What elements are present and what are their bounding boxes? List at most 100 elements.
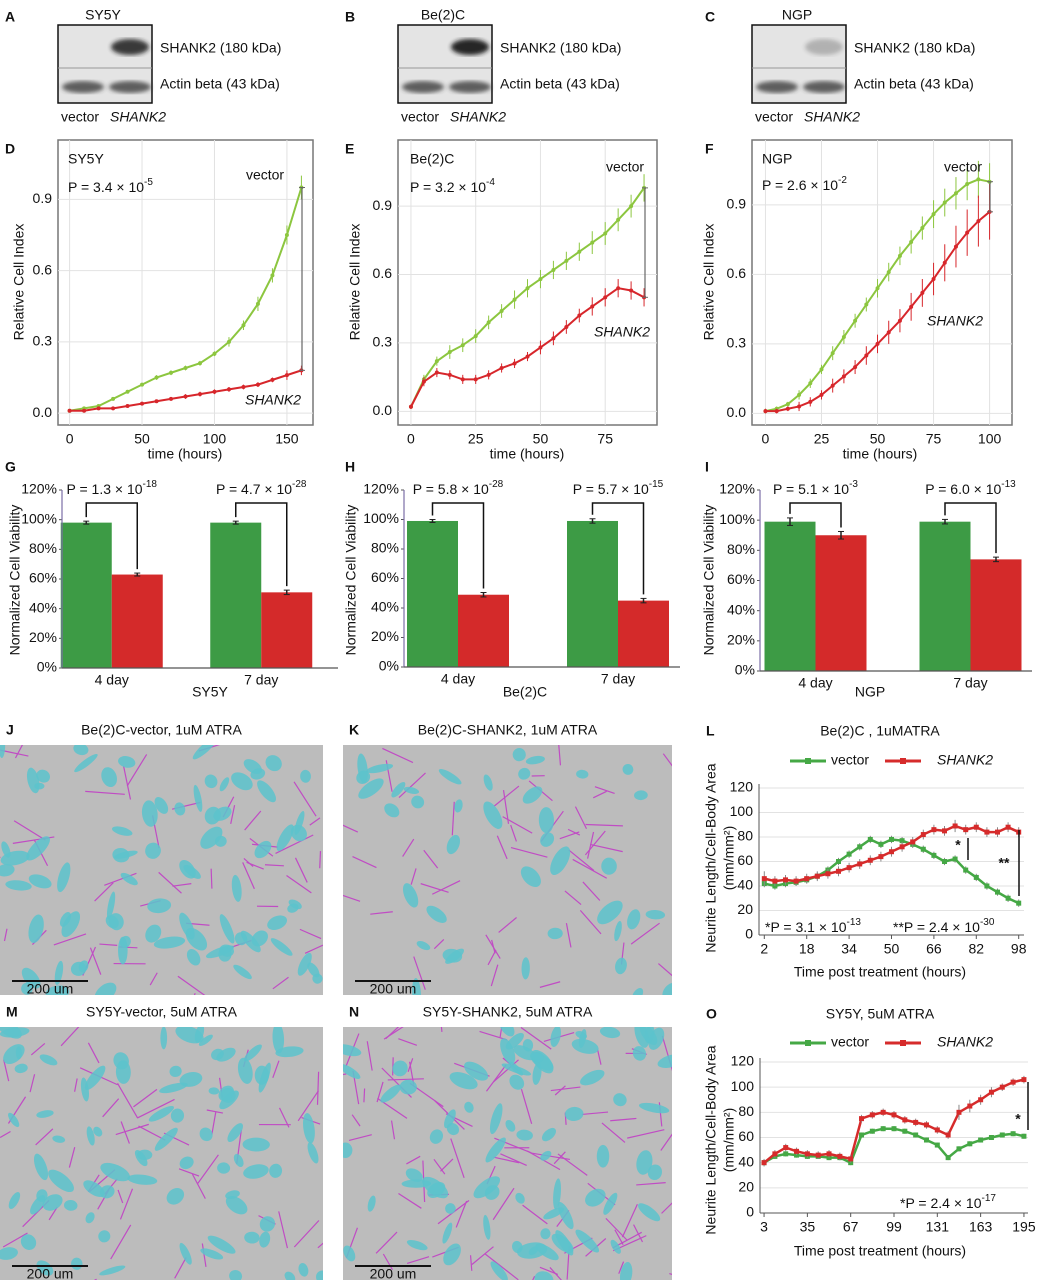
panel-letter: F (705, 141, 714, 157)
cell-body (200, 1248, 224, 1260)
cell-body (294, 811, 305, 835)
neurite (440, 1158, 454, 1172)
x-tick-label: 150 (275, 431, 299, 447)
cell-body (599, 1027, 621, 1039)
neurite (581, 1111, 609, 1116)
neurite (272, 1060, 280, 1079)
neurite (490, 964, 499, 987)
neurite (587, 831, 595, 859)
point (864, 353, 869, 358)
neurite (30, 1042, 46, 1056)
neurite (87, 1042, 100, 1064)
point (945, 1132, 951, 1138)
x-tick-label: 100 (978, 431, 1002, 447)
neurite (0, 1130, 11, 1139)
neurite (348, 1134, 372, 1141)
point (830, 351, 835, 356)
point (973, 874, 979, 880)
series-label: SHANK2 (927, 313, 983, 329)
p-value: P = 3.2 × 10-4 (410, 177, 495, 195)
scale-bar-label: 200 um (370, 981, 417, 997)
point (140, 401, 145, 406)
cell-body (211, 1048, 224, 1061)
y-tick-label: 20% (29, 629, 57, 645)
neurite (510, 824, 517, 842)
cell-body (8, 1191, 21, 1210)
panel-letter: K (349, 722, 359, 738)
cell-body (227, 1123, 243, 1143)
bar (970, 559, 1022, 671)
cell-body (547, 927, 563, 940)
neurite (293, 781, 317, 817)
point (867, 836, 873, 842)
neurite (293, 1220, 320, 1248)
cell-body (0, 745, 6, 758)
cell-body (28, 914, 44, 944)
cell-body (213, 806, 232, 821)
cell-body (603, 1192, 618, 1215)
y-axis-label: Relative Cell Index (11, 224, 27, 341)
cell-body (276, 824, 294, 852)
cell-body (634, 790, 648, 801)
point (886, 330, 891, 335)
cell-body (36, 1189, 48, 1202)
point (154, 399, 159, 404)
point (875, 341, 880, 346)
cell-body (391, 782, 406, 798)
neurite (351, 1114, 361, 1127)
cell-body (8, 1112, 20, 1128)
panel-letter: I (705, 459, 709, 475)
point (910, 839, 916, 845)
neurite (485, 934, 501, 959)
x-tick-label: 7 day (601, 671, 635, 687)
point (965, 182, 970, 187)
x-tick-label: 2 (760, 941, 768, 957)
point (255, 382, 260, 387)
cell-body (303, 1113, 315, 1144)
point (923, 1122, 929, 1128)
cell-body (312, 973, 323, 984)
point (629, 288, 634, 293)
cell-body (193, 784, 203, 812)
cell-body (597, 900, 623, 925)
cell-body (638, 1203, 661, 1222)
point (963, 827, 969, 833)
point (999, 1132, 1005, 1138)
p-value-exponent: -13 (1001, 479, 1016, 490)
cell-body (639, 1027, 658, 1046)
y-tick-label: 20% (371, 628, 399, 644)
cell-body (525, 755, 545, 765)
cell-body (483, 1214, 491, 1240)
point (984, 829, 990, 835)
neurite (661, 1202, 672, 1214)
point (499, 309, 504, 313)
point (841, 334, 846, 339)
point (836, 868, 841, 874)
neurite (594, 786, 615, 795)
cell-body (509, 1074, 525, 1090)
neurite (574, 806, 588, 830)
cell-body (645, 909, 666, 920)
lane-label: vector (61, 109, 99, 125)
cell-body (225, 1195, 248, 1215)
neurite (120, 1121, 130, 1144)
neurite (297, 1090, 320, 1122)
neurite (133, 1088, 158, 1108)
point (434, 370, 439, 375)
series-label: SHANK2 (594, 324, 650, 340)
x-tick-label: 50 (134, 431, 150, 447)
cell-body (26, 767, 40, 794)
point (1021, 1077, 1027, 1083)
point (956, 1146, 962, 1152)
cell-body (647, 1164, 663, 1181)
chart-title: Be(2)C (410, 151, 454, 167)
bar (567, 520, 618, 667)
y-tick-label: 80% (727, 541, 755, 557)
x-tick-label: 25 (814, 431, 830, 447)
neurite (630, 922, 660, 945)
cell-body (367, 1195, 376, 1212)
cell-body (343, 1245, 356, 1262)
neurite (484, 1253, 519, 1280)
neurite (636, 1182, 666, 1186)
point (988, 1135, 994, 1140)
